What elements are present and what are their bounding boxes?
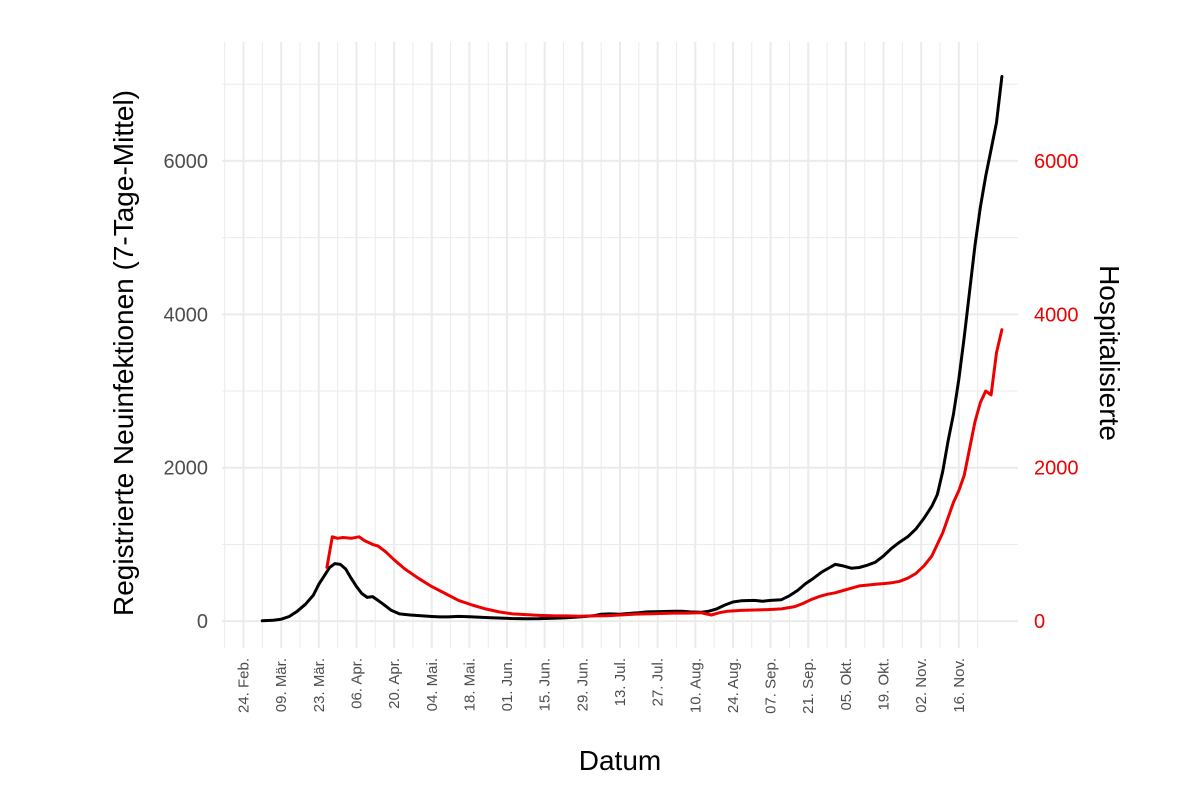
grid-lines xyxy=(222,42,1018,648)
series-layer xyxy=(260,75,1004,623)
right-tick-label: 4000 xyxy=(1034,304,1079,326)
x-tick-label: 05. Okt. xyxy=(838,658,855,711)
right-y-ticks: 0 2000 4000 6000 xyxy=(1034,151,1079,633)
x-tick-label: 19. Okt. xyxy=(876,658,893,711)
left-tick-label: 0 xyxy=(197,611,208,633)
infections-line xyxy=(260,75,1004,623)
x-tick-label: 02. Nov. xyxy=(913,658,930,713)
left-axis-title: Registrierte Neuinfektionen (7-Tage-Mitt… xyxy=(108,90,139,616)
left-tick-label: 6000 xyxy=(164,151,209,173)
right-tick-label: 0 xyxy=(1034,611,1045,633)
right-tick-label: 6000 xyxy=(1034,151,1079,173)
x-tick-label: 04. Mai. xyxy=(424,658,441,711)
x-tick-label: 21. Sep. xyxy=(800,658,817,714)
x-tick-label: 10. Aug. xyxy=(687,658,704,713)
left-y-ticks: 0 2000 4000 6000 xyxy=(164,151,209,633)
x-axis-title: Datum xyxy=(579,745,661,776)
x-tick-label: 24. Feb. xyxy=(236,658,253,713)
right-axis-title: Hospitalisierte xyxy=(1094,265,1125,441)
x-tick-label: 15. Jun. xyxy=(537,658,554,711)
left-tick-label: 4000 xyxy=(164,304,209,326)
x-tick-label: 29. Jun. xyxy=(574,658,591,711)
x-tick-label: 18. Mai. xyxy=(461,658,478,711)
x-tick-label: 16. Nov. xyxy=(951,658,968,713)
x-tick-label: 24. Aug. xyxy=(725,658,742,713)
hospitalized-line xyxy=(325,328,1004,618)
x-ticks: 24. Feb. 09. Mär. 23. Mär. 06. Apr. 20. Apr.… xyxy=(236,658,968,714)
x-tick-label: 20. Apr. xyxy=(386,658,403,709)
x-tick-label: 13. Jul. xyxy=(612,658,629,706)
x-tick-label: 27. Jul. xyxy=(650,658,667,706)
left-tick-label: 2000 xyxy=(164,458,209,480)
x-tick-label: 01. Jun. xyxy=(499,658,516,711)
x-tick-label: 07. Sep. xyxy=(763,658,780,714)
right-tick-label: 2000 xyxy=(1034,458,1079,480)
x-tick-label: 09. Mär. xyxy=(273,658,290,712)
x-tick-label: 06. Apr. xyxy=(349,658,366,709)
x-tick-label: 23. Mär. xyxy=(311,658,328,712)
